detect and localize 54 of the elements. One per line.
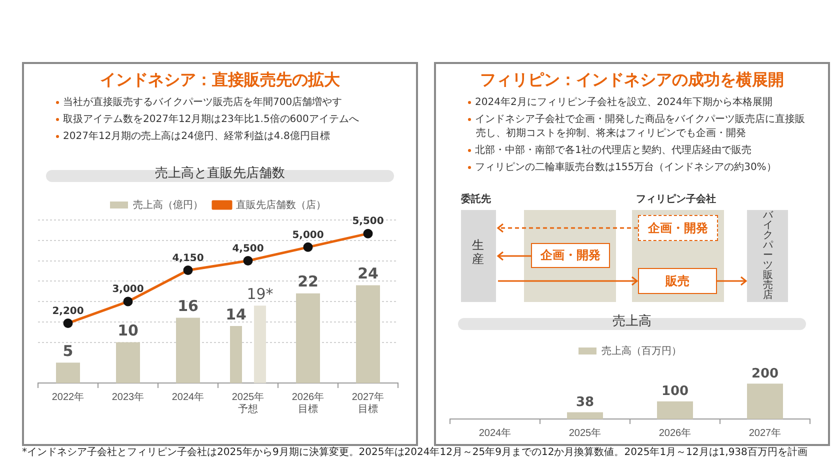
x-tick-label: 2027年目標 [352,390,384,415]
data-label: 38 [576,395,594,410]
legend-label: 売上高（億円） [133,198,203,211]
bar [176,318,200,383]
data-label: 5,500 [352,216,384,228]
data-label: 2,200 [52,306,84,317]
text: 生産 [472,238,484,266]
text: フィリピン子会社 [636,192,716,206]
bar [356,285,380,383]
text: バイクパーツ販売店 [763,210,773,301]
text: 2027年12月期の売上高は24億円、経常利益は4.8億円目標 [63,131,330,142]
text: 販売 [638,268,717,294]
data-label: 5,000 [292,230,324,241]
data-label: 5 [62,342,74,360]
x-tick-label: 2025年 [568,426,602,439]
x-tick-label: 2024年 [478,426,512,439]
data-label: 100 [661,384,689,400]
bar [296,293,320,383]
text: *インドネシア子会社とフィリピン子会社は2025年から9月期に決算変更。2025年は2024年12月～25年9月までの12か月換算数値。2025年1月～12月は1,938百万円を計画 [22,447,808,458]
text: 企画・開発 [638,215,718,241]
chart-title: 売上高と直販先店舗数 [154,165,286,182]
data-label: 19* [246,284,274,303]
data-label: 22 [298,272,318,291]
data-label: 16 [178,297,198,316]
data-label: 4,500 [232,243,264,254]
x-tick-label: 2024年 [172,390,204,403]
text: フィリピン：インドネシアの成功を横展開 [479,70,785,91]
bar [116,342,140,383]
text: 2024年2月にフィリピン子会社を設立、2024年下期から本格展開 [475,97,772,108]
bar [254,306,266,383]
data-label: 24 [358,264,378,283]
data-label: 3,000 [112,284,144,296]
text: 取扱アイテム数を2027年12月期は23年比1.5倍の600アイテムへ [63,114,359,125]
data-label: 10 [118,322,138,340]
text: インドネシア子会社で企画・開発した商品をバイクパーツ販売店に直接販売し、初期コストを抑制、将来はフィリピンでも企画・開発 [475,114,805,139]
text: インドネシア：直接販売先の拡大 [99,70,341,91]
data-label: 14 [226,305,246,324]
x-tick-label: 2023年 [112,390,144,403]
text: 北部・中部・南部で各1社の代理店と契約、代理店経由で販売 [475,145,752,156]
data-label: 4,150 [172,252,204,264]
legend-label: 直販先店舗数（店） [236,198,326,211]
x-tick-label: 2022年 [52,390,84,403]
data-label: 200 [751,366,779,382]
bar [56,362,80,383]
legend-label: 売上高（百万円） [602,344,682,357]
text: 当社が直接販売するバイクパーツ販売店を年間700店舗増やす [63,97,342,108]
x-tick-label: 2025年予想 [232,390,264,415]
text: フィリピンの二輪車販売台数は155万台（インドネシアの約30%） [475,162,776,173]
chart-title: 売上高 [612,313,652,330]
x-tick-label: 2026年目標 [292,390,324,415]
x-tick-label: 2027年 [748,426,782,439]
text: 企画・開発 [531,243,610,268]
x-tick-label: 2026年 [658,426,692,439]
text: 委託先 [461,192,491,206]
